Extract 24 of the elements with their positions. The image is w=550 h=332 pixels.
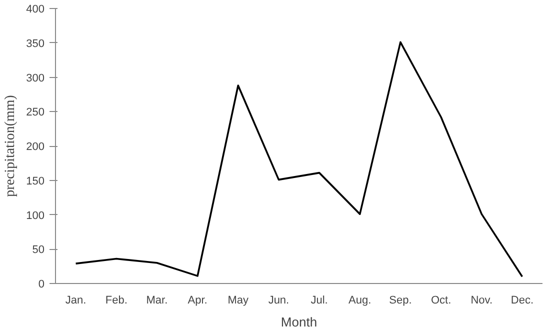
y-tick-label: 100 [26,210,45,222]
y-tick-label: 350 [26,38,45,50]
y-tick-label: 300 [26,72,45,84]
x-tick-label: Jan. [65,294,86,306]
x-tick-label: Nov. [470,294,493,306]
x-tick-label: Feb. [105,294,128,306]
y-tick-label: 50 [32,244,45,256]
x-tick-label: Mar. [146,294,168,306]
x-tick-label: Apr. [188,294,208,306]
y-tick-label: 250 [26,106,45,119]
y-tick-label: 200 [26,141,45,153]
y-tick-label: 150 [26,175,45,188]
y-tick-label: 400 [26,4,45,16]
x-tick-label: Jun. [268,294,290,306]
line-series [74,41,524,278]
x-tick-label: Aug. [348,294,372,306]
x-tick-label: Sep. [389,294,412,306]
y-tick-label: 0 [38,278,45,290]
x-axis-title: Month [280,314,318,330]
x-tick-label: May [228,294,250,306]
x-tick-label: Jul. [310,294,328,306]
y-axis-title: precipitation(mm) [3,94,18,197]
x-tick-label: Dec. [510,294,534,306]
x-tick-label: Oct. [430,294,452,306]
